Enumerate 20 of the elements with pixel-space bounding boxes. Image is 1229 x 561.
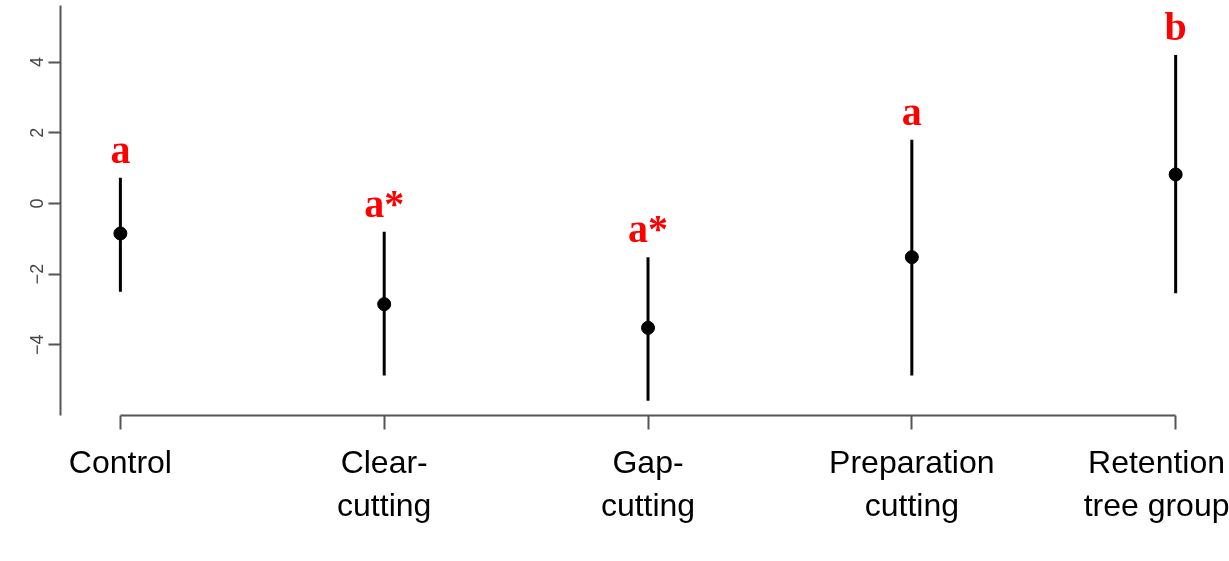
point	[113, 226, 128, 241]
x-tick-label: Clear- cutting	[337, 443, 432, 523]
annotation: b	[1164, 3, 1187, 49]
x-tick-label: Gap- cutting	[600, 443, 696, 523]
annotation: a*	[628, 206, 669, 252]
point	[904, 250, 919, 265]
y-tick-label: −2	[27, 263, 48, 285]
annotation: a*	[364, 180, 405, 226]
x-tick-label: Retention tree group	[1083, 443, 1229, 523]
point	[641, 320, 656, 335]
x-tick-label: Preparation cutting	[829, 443, 995, 523]
x-tick-label: Control	[68, 443, 172, 480]
annotation: a	[901, 88, 922, 134]
point	[1168, 167, 1183, 182]
y-tick-label: −4	[27, 334, 48, 356]
y-tick-label: 4	[27, 57, 48, 68]
y-tick-label: 2	[27, 127, 48, 138]
annotation: a	[110, 126, 131, 172]
y-tick-label: 0	[27, 198, 48, 209]
point	[377, 297, 392, 312]
